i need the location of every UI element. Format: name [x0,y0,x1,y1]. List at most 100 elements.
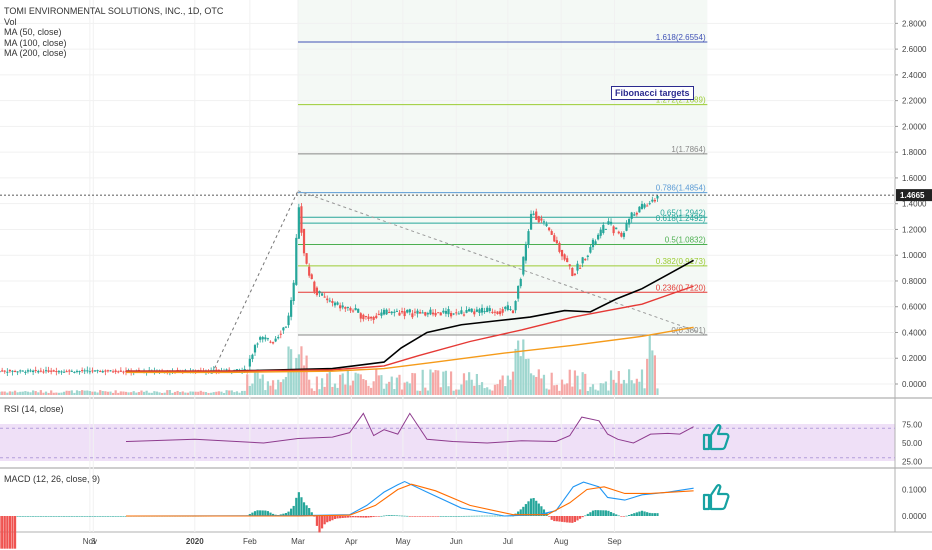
candle-body [13,370,17,372]
candle-body [370,317,373,319]
candle-body [290,300,293,317]
volume-bar [264,390,267,395]
volume-bar [99,390,102,395]
candle-body [483,311,486,313]
macd-histogram-bar [104,516,107,517]
candle-body [367,316,370,320]
candle-body [496,311,499,314]
volume-bar [3,391,6,395]
chart-title: TOMI ENVIRONMENTAL SOLUTIONS, INC., 1D, … [4,6,224,16]
volume-bar [542,374,546,395]
macd-histogram-bar [491,515,494,517]
volume-bar [372,381,375,395]
volume-bar [315,376,319,395]
candle-body [50,370,53,372]
volume-bar [344,384,347,395]
macd-histogram-bar [101,516,104,517]
rsi-band [0,424,895,461]
candle-body [426,313,429,315]
candle-body [548,227,551,231]
volume-bar [571,386,574,395]
volume-bar [29,392,32,395]
macd-histogram-bar [480,515,484,517]
macd-histogram-bar [437,516,440,517]
macd-histogram-bar [591,510,595,516]
candle-body [449,312,453,317]
candle-body [122,371,125,373]
volume-bar [19,391,22,395]
macd-histogram-bar [568,516,571,523]
macd-histogram-bar [305,505,308,516]
volume-bar [150,392,153,395]
y-tick-label: 0.8000 [902,277,927,286]
volume-bar [70,390,73,395]
candle-body [6,371,9,373]
candle-body [256,343,259,345]
candle-body [42,371,45,373]
volume-bar [163,392,166,395]
volume-bar [42,392,45,395]
candle-body [491,311,494,313]
volume-bar [295,357,298,395]
volume-bar [153,391,156,395]
macd-histogram-bar [535,500,538,516]
candle-body [439,312,442,316]
fib-level-label: 0.618(1.2492) [656,214,706,223]
candle-body [468,309,471,312]
macd-histogram-bar [646,512,649,516]
macd-histogram-bar [589,512,592,516]
volume-bar [326,373,329,395]
candle-body [465,309,468,313]
volume-bar [109,391,112,395]
macd-histogram-bar [377,516,380,517]
volume-bar [302,365,306,395]
volume-bar [166,390,169,395]
candle-body [576,263,579,271]
macd-histogram-bar [431,516,435,517]
macd-histogram-bar [8,516,11,549]
macd-histogram-bar [375,516,378,517]
volume-bar [558,390,561,395]
candle-body [617,231,620,234]
macd-histogram-bar [406,515,409,517]
candle-body [597,234,600,240]
candle-body [413,311,417,313]
volume-bar [86,390,89,395]
volume-bar [259,378,262,395]
candle-body [560,249,564,257]
candle-body [117,371,120,373]
candle-body [70,370,73,372]
macd-histogram-bar [388,515,391,516]
macd-histogram-bar [328,516,331,522]
macd-histogram-bar [359,516,362,518]
macd-histogram-bar [264,510,267,516]
volume-bar [620,383,623,395]
macd-histogram-bar [341,516,344,519]
ma-line-100 [126,285,694,372]
volume-bar [604,381,607,395]
thumbs-up-icon [702,484,730,511]
candle-body [346,306,349,308]
macd-histogram-bar [442,516,445,517]
macd-histogram-bar [517,511,520,516]
volume-bar [341,373,344,395]
macd-histogram-bar [493,515,497,517]
candle-body [34,370,37,372]
macd-histogram-bar [318,516,321,533]
y-tick-label: 0.0000 [902,380,927,389]
macd-histogram-bar [560,516,564,522]
candle-body [620,232,623,237]
macd-histogram-bar [542,509,546,516]
candle-body [480,307,484,313]
volume-bar [429,369,432,395]
volume-bar [78,391,81,395]
volume-bar [560,379,564,395]
candle-body [52,370,55,372]
candle-body [37,371,40,373]
macd-histogram-bar [439,516,442,517]
macd-histogram-bar [519,509,522,516]
volume-bar [395,377,398,395]
candle-body [3,370,6,372]
candle-body [16,371,19,373]
